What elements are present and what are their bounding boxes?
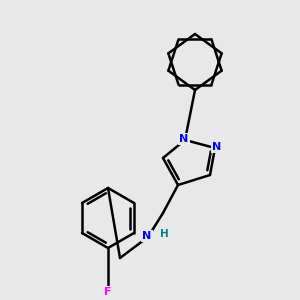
Text: N: N bbox=[142, 231, 152, 241]
Text: N: N bbox=[212, 142, 222, 152]
Text: H: H bbox=[160, 229, 168, 239]
Text: N: N bbox=[179, 134, 189, 144]
Text: F: F bbox=[104, 287, 112, 297]
